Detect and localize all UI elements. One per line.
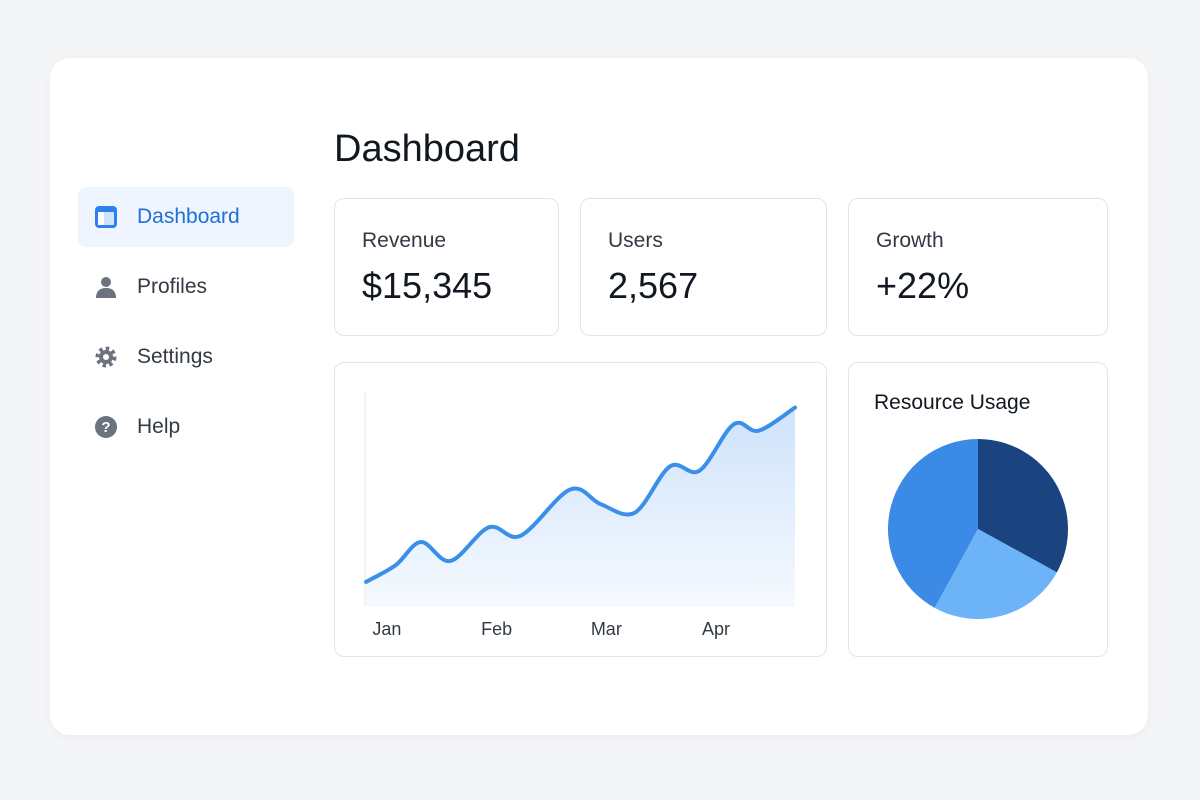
nav-item[interactable]: Settings: [78, 327, 294, 387]
line: [364, 405, 797, 584]
nav-item[interactable]: ? Help: [78, 397, 294, 457]
nav-label: Help: [137, 415, 181, 438]
nav-item[interactable]: Dashboard: [78, 187, 294, 247]
stat-card: Growth +22%: [848, 198, 1108, 336]
stat-value: $15,345: [362, 265, 493, 306]
stat-label: Revenue: [362, 229, 447, 252]
x-tick-label: Feb: [481, 619, 512, 639]
nav-item[interactable]: Profiles: [78, 257, 294, 317]
nav-icon: ?: [95, 416, 117, 438]
stat-card: Users 2,567: [580, 198, 827, 336]
stat-value: 2,567: [608, 265, 699, 306]
x-tick-label: Mar: [591, 619, 622, 639]
x-tick-label: Apr: [702, 619, 730, 639]
nav-icon: [96, 277, 116, 298]
pie-slice: [888, 439, 978, 608]
nav-icon: [95, 346, 117, 368]
x-tick-label: Jan: [372, 619, 401, 639]
stat-label: Users: [608, 229, 663, 252]
nav-label: Dashboard: [137, 205, 240, 228]
line-area: [366, 407, 795, 605]
stat-value: +22%: [876, 265, 970, 306]
stat-label: Growth: [876, 229, 944, 252]
page-title: Dashboard: [334, 128, 520, 170]
nav-label: Settings: [137, 345, 213, 368]
pie-slice: [978, 439, 1068, 573]
pie-slice: [934, 529, 1057, 620]
nav-label: Profiles: [137, 275, 208, 298]
svg-text:?: ?: [101, 419, 110, 436]
stat-card: Revenue $15,345: [334, 198, 559, 336]
pie-title: Resource Usage: [874, 391, 1030, 414]
nav-icon: [95, 206, 117, 228]
